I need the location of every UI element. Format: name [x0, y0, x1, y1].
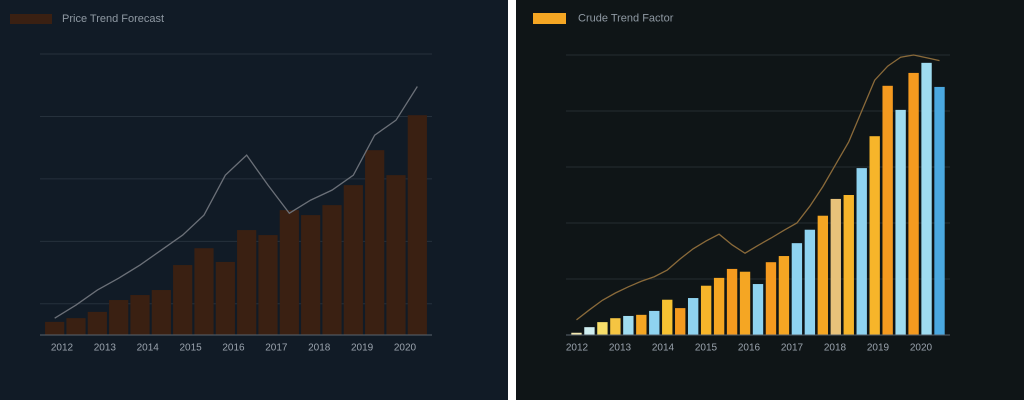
bar: [151, 290, 171, 335]
bar: [752, 284, 764, 335]
bar: [804, 229, 816, 335]
bar: [623, 315, 634, 335]
bar: [869, 136, 880, 335]
legend-swatch: [10, 14, 52, 24]
x-tick-label: 2017: [265, 343, 288, 354]
bar: [739, 271, 751, 335]
bar: [843, 195, 854, 335]
bar: [610, 318, 621, 335]
bar: [687, 298, 699, 335]
bar: [675, 308, 686, 335]
bar: [597, 322, 608, 335]
x-tick-label: 2019: [867, 343, 890, 354]
x-tick-label: 2020: [394, 343, 417, 354]
bar: [322, 205, 342, 335]
bar: [215, 261, 235, 335]
bar: [343, 185, 363, 335]
bar: [765, 262, 777, 335]
bar: [662, 299, 673, 335]
x-tick-label: 2014: [137, 343, 160, 354]
x-tick-label: 2012: [51, 343, 74, 354]
legend-text: Price Trend Forecast: [62, 13, 164, 25]
x-tick-label: 2012: [566, 343, 589, 354]
bar: [778, 256, 790, 335]
bar: [173, 265, 193, 335]
bar: [895, 109, 906, 335]
x-tick-label: 2013: [609, 343, 632, 354]
bar: [700, 285, 712, 335]
bar: [194, 248, 214, 335]
bar: [636, 314, 647, 335]
bar: [66, 318, 86, 335]
bar: [934, 86, 945, 335]
x-tick-label: 2018: [308, 343, 331, 354]
x-tick-label: 2016: [738, 343, 761, 354]
panel-background: [516, 0, 1024, 400]
bar: [830, 198, 841, 335]
bar: [279, 210, 299, 335]
bar: [584, 327, 595, 335]
x-tick-label: 2014: [652, 343, 675, 354]
bar: [817, 215, 829, 335]
bar: [571, 332, 582, 335]
x-tick-label: 2015: [180, 343, 203, 354]
bar: [365, 150, 385, 335]
x-tick-label: 2016: [222, 343, 245, 354]
bar: [649, 310, 660, 335]
x-tick-label: 2019: [351, 343, 374, 354]
bar: [908, 72, 919, 336]
bar: [921, 62, 932, 336]
x-tick-label: 2020: [910, 343, 933, 354]
bar: [882, 85, 893, 335]
trend-line: [54, 86, 418, 319]
trend-line: [576, 54, 940, 321]
bar: [791, 243, 803, 335]
bar: [407, 115, 427, 335]
legend-text: Crude Trend Factor: [578, 12, 674, 24]
x-tick-label: 2015: [695, 343, 718, 354]
x-tick-label: 2017: [781, 343, 804, 354]
bar: [856, 168, 867, 335]
bar: [713, 277, 725, 335]
legend-swatch: [533, 13, 566, 24]
bar: [130, 295, 150, 335]
bar: [87, 311, 107, 335]
bar: [45, 321, 65, 335]
bar: [109, 300, 129, 335]
bar: [386, 175, 406, 335]
bar: [258, 235, 278, 335]
bar: [237, 230, 257, 335]
bar: [301, 215, 321, 335]
panel-background: [0, 0, 508, 400]
x-tick-label: 2013: [94, 343, 117, 354]
bar: [726, 268, 738, 335]
x-tick-label: 2018: [824, 343, 847, 354]
